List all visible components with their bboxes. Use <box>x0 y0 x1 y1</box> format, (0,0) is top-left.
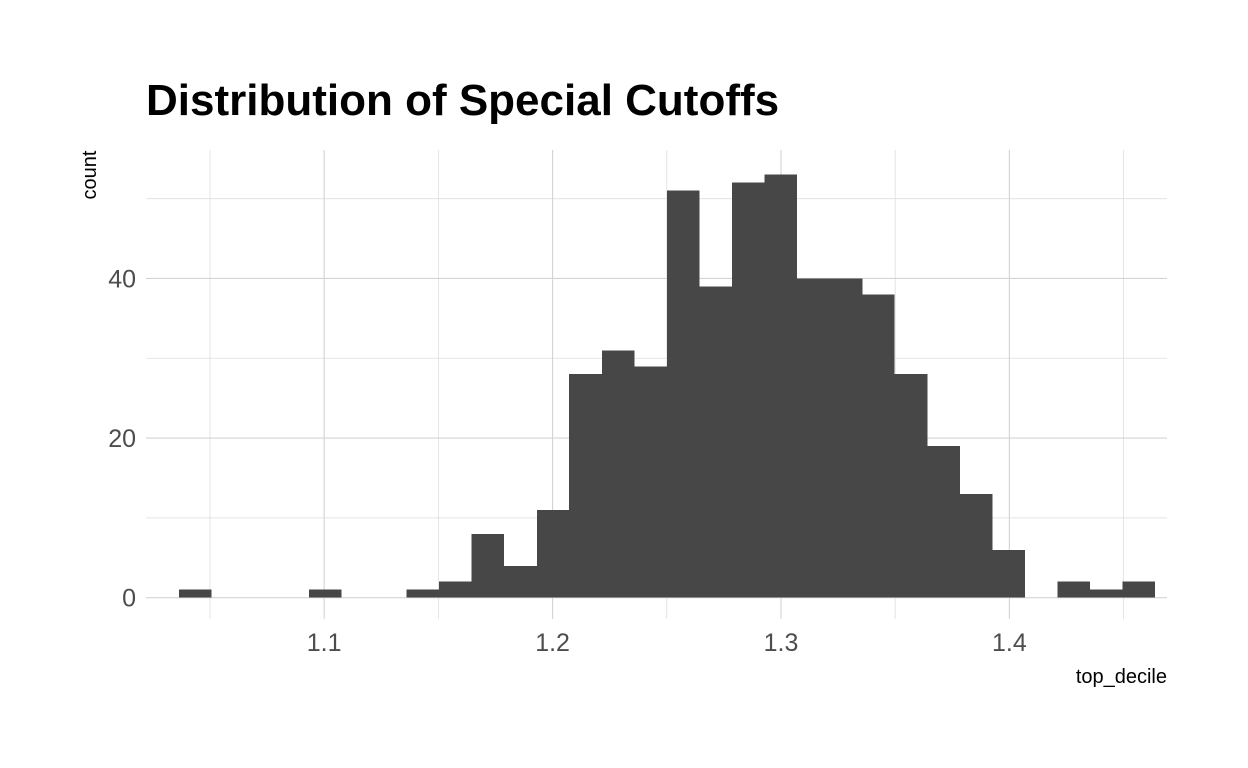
tick-labels: 1.1 1.2 1.3 1.4 0 20 40 <box>108 265 1027 657</box>
histogram-bars <box>179 174 1156 598</box>
histogram-bar <box>504 565 537 598</box>
histogram-bar <box>797 278 830 598</box>
x-tick-label: 1.1 <box>307 629 342 657</box>
histogram-bar <box>309 589 342 598</box>
histogram-bar <box>1122 581 1156 598</box>
histogram-bar <box>699 286 733 598</box>
histogram-bar <box>179 589 212 598</box>
x-tick-label: 1.4 <box>992 629 1027 657</box>
x-tick-label: 1.3 <box>764 629 799 657</box>
histogram-bar <box>439 581 472 598</box>
histogram-bar <box>959 493 993 598</box>
histogram-bar <box>1090 589 1123 598</box>
histogram-bar <box>406 589 440 598</box>
histogram-bar <box>601 350 635 598</box>
histogram-bar <box>536 509 570 598</box>
y-tick-label: 20 <box>108 425 136 453</box>
y-tick-label: 40 <box>108 265 136 293</box>
y-axis-title: count <box>79 150 101 199</box>
histogram-bar <box>764 174 798 598</box>
histogram-bar <box>894 374 928 598</box>
histogram-bar <box>569 374 602 598</box>
y-tick-label: 0 <box>122 585 136 613</box>
x-tick-label: 1.2 <box>535 629 570 657</box>
histogram-bar <box>732 182 765 598</box>
histogram-bar <box>992 549 1025 598</box>
histogram-bar <box>829 278 863 598</box>
histogram-bar <box>1057 581 1091 598</box>
histogram-bar <box>862 294 895 598</box>
x-axis-title: top_decile <box>1076 666 1167 688</box>
histogram-bar <box>927 446 960 598</box>
histogram-bar <box>634 366 668 598</box>
histogram-bar <box>471 533 505 598</box>
chart-title: Distribution of Special Cutoffs <box>146 76 779 125</box>
histogram-bar <box>667 190 700 598</box>
